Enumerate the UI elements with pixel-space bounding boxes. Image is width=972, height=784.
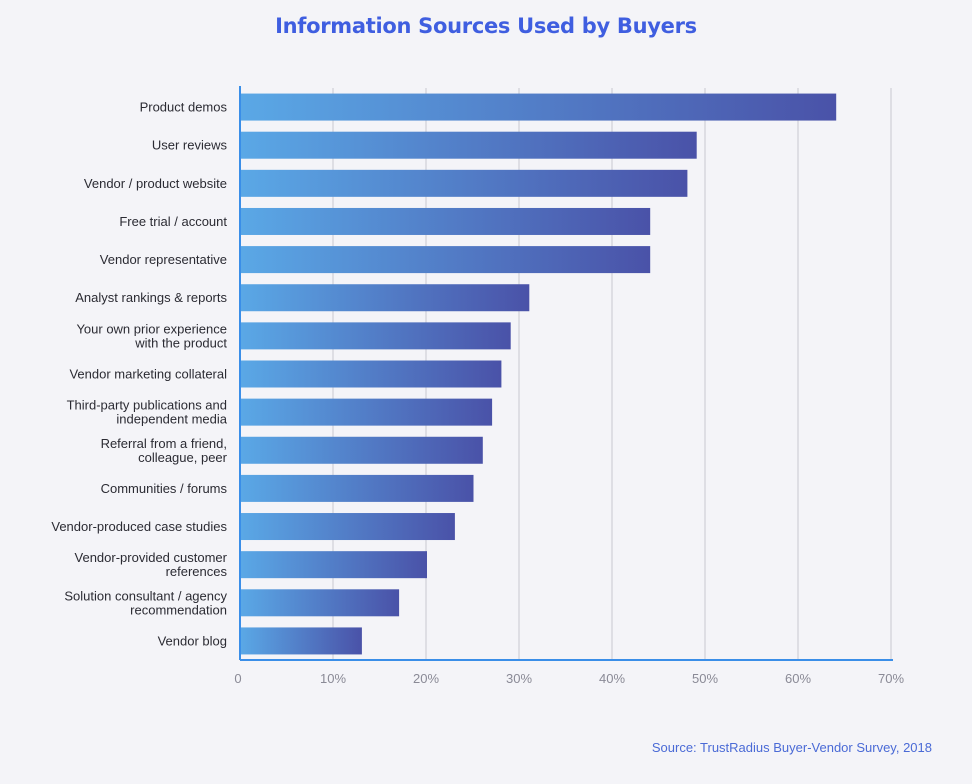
category-label-0: Product demos	[140, 100, 228, 115]
category-label-12-line-1: references	[166, 564, 228, 579]
x-tick-label-2: 20%	[413, 671, 439, 686]
bar-13	[241, 589, 400, 617]
category-label-10: Communities / forums	[101, 481, 228, 496]
category-label-9: Referral from a friend, colleague, peer	[101, 436, 228, 465]
category-label-3: Free trial / account	[119, 214, 227, 229]
category-label-13: Solution consultant / agency recommendati…	[64, 588, 227, 617]
category-label-1: User reviews	[152, 138, 228, 153]
bar-10	[241, 474, 474, 502]
bar-3	[241, 207, 651, 235]
category-label-11-line-0: Vendor-produced case studies	[51, 519, 227, 534]
category-label-14: Vendor blog	[158, 633, 227, 648]
x-tick-label-4: 40%	[599, 671, 625, 686]
x-tick-label-0: 0	[234, 671, 241, 686]
category-label-8: Third-party publications and independent …	[67, 398, 228, 427]
category-label-3-line-0: Free trial / account	[119, 214, 227, 229]
category-label-5-line-0: Analyst rankings & reports	[75, 290, 227, 305]
category-label-1-line-0: User reviews	[152, 138, 228, 153]
category-label-6-line-1: with the product	[134, 335, 227, 350]
category-label-0-line-0: Product demos	[140, 100, 228, 115]
bars	[241, 93, 837, 655]
category-label-14-line-0: Vendor blog	[158, 633, 227, 648]
x-tick-label-6: 60%	[785, 671, 811, 686]
bar-6	[241, 322, 511, 350]
category-label-13-line-0: Solution consultant / agency	[64, 588, 227, 603]
x-tick-label-5: 50%	[692, 671, 718, 686]
category-label-6-line-0: Your own prior experience	[76, 321, 227, 336]
bar-8	[241, 398, 493, 426]
category-label-4-line-0: Vendor representative	[100, 252, 227, 267]
category-label-2-line-0: Vendor / product website	[84, 176, 227, 191]
category-labels: Product demos User reviews Vendor / produc…	[51, 100, 227, 649]
category-label-9-line-0: Referral from a friend,	[101, 436, 227, 451]
category-label-11: Vendor-produced case studies	[51, 519, 227, 534]
category-label-8-line-1: independent media	[116, 412, 227, 427]
category-label-5: Analyst rankings & reports	[75, 290, 227, 305]
category-label-8-line-0: Third-party publications and	[67, 398, 227, 413]
bar-5	[241, 284, 530, 312]
bar-11	[241, 513, 455, 541]
category-label-7: Vendor marketing collateral	[69, 367, 227, 382]
bar-9	[241, 436, 483, 464]
category-label-7-line-0: Vendor marketing collateral	[69, 367, 227, 382]
category-label-12-line-0: Vendor-provided customer	[75, 550, 228, 565]
bar-1	[241, 131, 697, 159]
bar-7	[241, 360, 502, 388]
bar-0	[241, 93, 837, 121]
axes	[239, 86, 893, 661]
chart-title: Information Sources Used by Buyers	[275, 14, 697, 38]
category-label-13-line-1: recommendation	[130, 602, 227, 617]
bar-2	[241, 169, 688, 197]
category-label-9-line-1: colleague, peer	[138, 450, 228, 465]
category-label-10-line-0: Communities / forums	[101, 481, 228, 496]
source-note: Source: TrustRadius Buyer-Vendor Survey,…	[651, 740, 932, 755]
x-tick-label-7: 70%	[878, 671, 904, 686]
x-tick-labels: 0 10% 20% 30% 40% 50% 60% 70%	[234, 671, 904, 686]
category-label-12: Vendor-provided customer references	[75, 550, 228, 579]
category-label-4: Vendor representative	[100, 252, 227, 267]
bar-4	[241, 246, 651, 274]
category-label-6: Your own prior experience with the produc…	[76, 321, 227, 350]
category-label-2: Vendor / product website	[84, 176, 227, 191]
bar-14	[241, 627, 362, 655]
bar-12	[241, 551, 427, 579]
x-tick-label-3: 30%	[506, 671, 532, 686]
x-tick-label-1: 10%	[320, 671, 346, 686]
